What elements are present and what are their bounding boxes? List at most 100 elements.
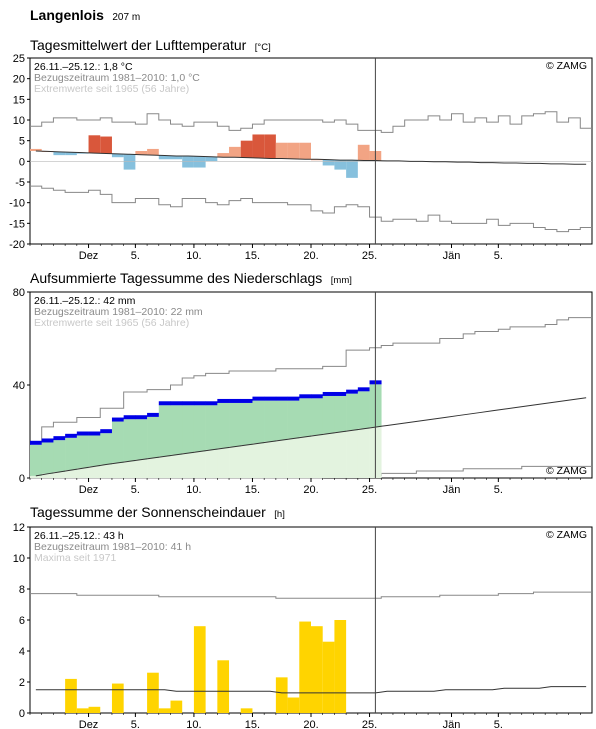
temp-bar — [135, 151, 148, 155]
info-current: 26.11.–25.12.: 1,8 °C — [34, 61, 133, 73]
x-tick-label: 15. — [245, 484, 260, 496]
x-tick-label: 10. — [186, 250, 201, 262]
y-tick-label: 0 — [19, 473, 25, 485]
precip-area — [252, 400, 265, 444]
sunshine-bar — [193, 626, 206, 713]
x-tick-label: 25. — [362, 484, 377, 496]
precip-cap — [170, 401, 183, 406]
precip-area — [53, 440, 66, 472]
temp-bar — [357, 144, 370, 161]
y-tick-label: 4 — [19, 646, 25, 658]
sunshine-bar — [76, 708, 89, 713]
temp-bar — [65, 152, 77, 156]
precip-cap — [30, 440, 43, 445]
precip-normal-area — [88, 466, 101, 478]
precip-cap — [229, 398, 242, 403]
precip-normal-area — [252, 443, 265, 478]
y-tick-label: -15 — [9, 218, 25, 230]
precip-normal-area — [299, 436, 312, 478]
x-tick-label: 20. — [303, 484, 318, 496]
x-tick-label: 20. — [303, 719, 318, 729]
x-tick-label: 5. — [494, 250, 503, 262]
temp-bar — [53, 151, 66, 156]
precip-cap — [135, 415, 148, 420]
sunshine-bar — [170, 700, 183, 713]
y-tick-label: 5 — [19, 136, 25, 148]
precip-area — [88, 435, 101, 467]
precip-area — [240, 402, 253, 445]
precip-cap — [182, 401, 195, 406]
copyright: © ZAMG — [546, 465, 587, 477]
sunshine-title: Tagessumme der Sonnenscheindauer [h] — [30, 504, 285, 521]
precip-normal-area — [30, 475, 43, 478]
y-tick-label: 40 — [13, 380, 25, 392]
extreme-max-line — [30, 317, 592, 444]
info-extreme: Maxima seit 1971 — [34, 552, 116, 564]
y-tick-label: 2 — [19, 677, 25, 689]
copyright: © ZAMG — [546, 60, 587, 72]
precip-area — [135, 419, 148, 460]
sunshine-bar — [111, 683, 124, 713]
precip-area — [322, 395, 335, 434]
x-tick-label: 5. — [131, 484, 140, 496]
precip-normal-area — [322, 433, 335, 478]
precip-area — [182, 405, 195, 454]
precip-area — [311, 398, 324, 436]
sunshine-bar — [65, 678, 77, 713]
station-elevation: 207 m — [112, 12, 140, 23]
precipitation-title: Aufsummierte Tagessumme des Niederschlag… — [30, 270, 352, 287]
sunshine-bar — [240, 708, 253, 713]
precipitation-chart: 0 40 80 Dez 5. 10. 15. 20. 25. Jän 5. 26.11.–25.12.… — [13, 287, 593, 496]
precip-area — [30, 444, 43, 476]
temp-bar — [334, 160, 347, 170]
precip-area — [264, 400, 277, 442]
info-reference: Bezugszeitraum 1981–2010: 1,0 °C — [34, 72, 200, 84]
y-tick-label: 80 — [13, 287, 25, 299]
precip-cap — [217, 398, 230, 403]
precip-area — [287, 400, 300, 439]
precip-normal-area — [182, 453, 195, 478]
precip-normal-area — [158, 456, 171, 478]
x-tick-label: Jän — [443, 250, 461, 262]
x-tick-label: Dez — [79, 484, 99, 496]
precip-normal-area — [123, 461, 136, 478]
x-tick-label: 25. — [362, 250, 377, 262]
precip-cap — [346, 389, 359, 394]
y-tick-label: 0 — [19, 156, 25, 168]
precip-normal-area — [170, 454, 183, 478]
precip-area — [193, 405, 206, 452]
y-tick-label: -10 — [9, 198, 25, 210]
x-tick-label: Jän — [443, 719, 461, 729]
sunshine-bar — [275, 677, 288, 713]
temp-bar — [147, 148, 159, 156]
copyright: © ZAMG — [546, 529, 587, 541]
info-extreme: Extremwerte seit 1965 (56 Jahre) — [34, 83, 189, 95]
normal-line — [35, 150, 587, 165]
sunshine-bar — [88, 706, 101, 713]
precip-cap — [287, 396, 300, 401]
precip-cap — [275, 396, 288, 401]
precip-normal-area — [111, 462, 124, 478]
precip-area — [111, 421, 124, 463]
info-extreme: Extremwerte seit 1965 (56 Jahre) — [34, 317, 189, 329]
temp-bar — [170, 155, 183, 160]
x-tick-label: Dez — [79, 250, 99, 262]
temp-bar — [123, 154, 136, 170]
temp-bar — [217, 153, 230, 158]
extreme-max-line — [30, 111, 592, 133]
precip-area — [275, 400, 288, 441]
precip-normal-area — [65, 470, 78, 478]
precip-cap — [147, 412, 160, 417]
precip-normal-area — [193, 451, 206, 478]
precip-area — [299, 398, 312, 437]
x-tick-label: Dez — [79, 719, 99, 729]
precip-normal-area — [41, 473, 54, 478]
precip-cap — [252, 396, 265, 401]
precip-cap — [240, 398, 253, 403]
precip-cap — [322, 391, 335, 396]
precip-area — [41, 442, 54, 474]
precip-area — [100, 433, 113, 465]
precip-normal-area — [287, 438, 300, 478]
temperature-title: Tagesmittelwert der Lufttemperatur [°C] — [30, 37, 271, 54]
precip-area — [334, 395, 347, 432]
